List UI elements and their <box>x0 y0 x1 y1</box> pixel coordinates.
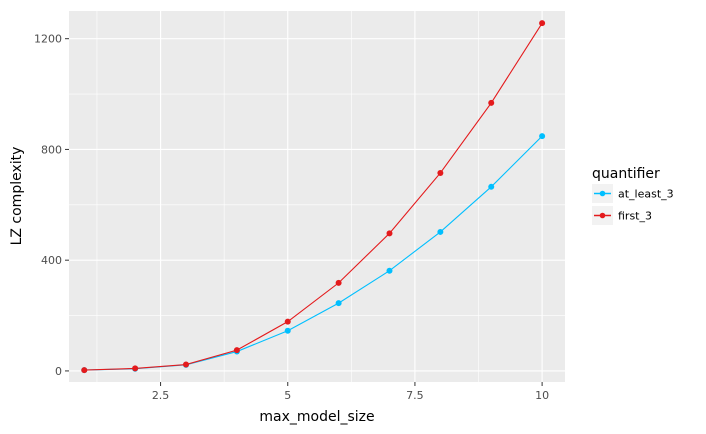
legend-key-point <box>599 190 606 197</box>
y-tick-label: 400 <box>41 254 62 267</box>
y-axis-title: LZ complexity <box>9 147 25 246</box>
minor-grid <box>69 11 565 382</box>
data-point-at_least_3 <box>437 228 444 235</box>
legend-label: first_3 <box>618 210 652 223</box>
y-axis: 0 400 800 1200 <box>34 33 69 378</box>
series-layer <box>81 20 546 374</box>
x-axis: 2.5 5 7.5 10 <box>152 382 549 402</box>
data-point-first_3 <box>539 20 546 27</box>
data-point-first_3 <box>183 361 190 368</box>
data-point-first_3 <box>335 279 342 286</box>
legend-key-point <box>599 212 606 219</box>
legend-title: quantifier <box>592 166 660 182</box>
data-point-at_least_3 <box>386 267 393 274</box>
data-point-first_3 <box>81 367 88 374</box>
series-line-first_3 <box>84 22 543 371</box>
data-point-at_least_3 <box>488 183 495 190</box>
x-tick-label: 10 <box>535 389 549 402</box>
panel-background <box>69 11 565 382</box>
data-point-at_least_3 <box>284 327 291 334</box>
x-tick-label: 2.5 <box>152 389 170 402</box>
x-axis-title: max_model_size <box>259 409 374 425</box>
x-tick-label: 5 <box>284 389 291 402</box>
data-point-first_3 <box>132 365 139 372</box>
major-grid <box>69 11 565 382</box>
legend: quantifier at_least_3 first_3 <box>592 166 674 225</box>
y-tick-label: 1200 <box>34 33 62 46</box>
y-tick-label: 800 <box>41 143 62 156</box>
data-point-first_3 <box>233 347 240 354</box>
y-tick-label: 0 <box>55 365 62 378</box>
data-point-at_least_3 <box>539 133 546 140</box>
data-point-first_3 <box>488 99 495 106</box>
legend-label: at_least_3 <box>618 188 674 201</box>
x-tick-label: 7.5 <box>406 389 424 402</box>
data-point-first_3 <box>284 318 291 325</box>
data-point-at_least_3 <box>335 300 342 307</box>
data-point-first_3 <box>437 169 444 176</box>
data-point-first_3 <box>386 230 393 237</box>
